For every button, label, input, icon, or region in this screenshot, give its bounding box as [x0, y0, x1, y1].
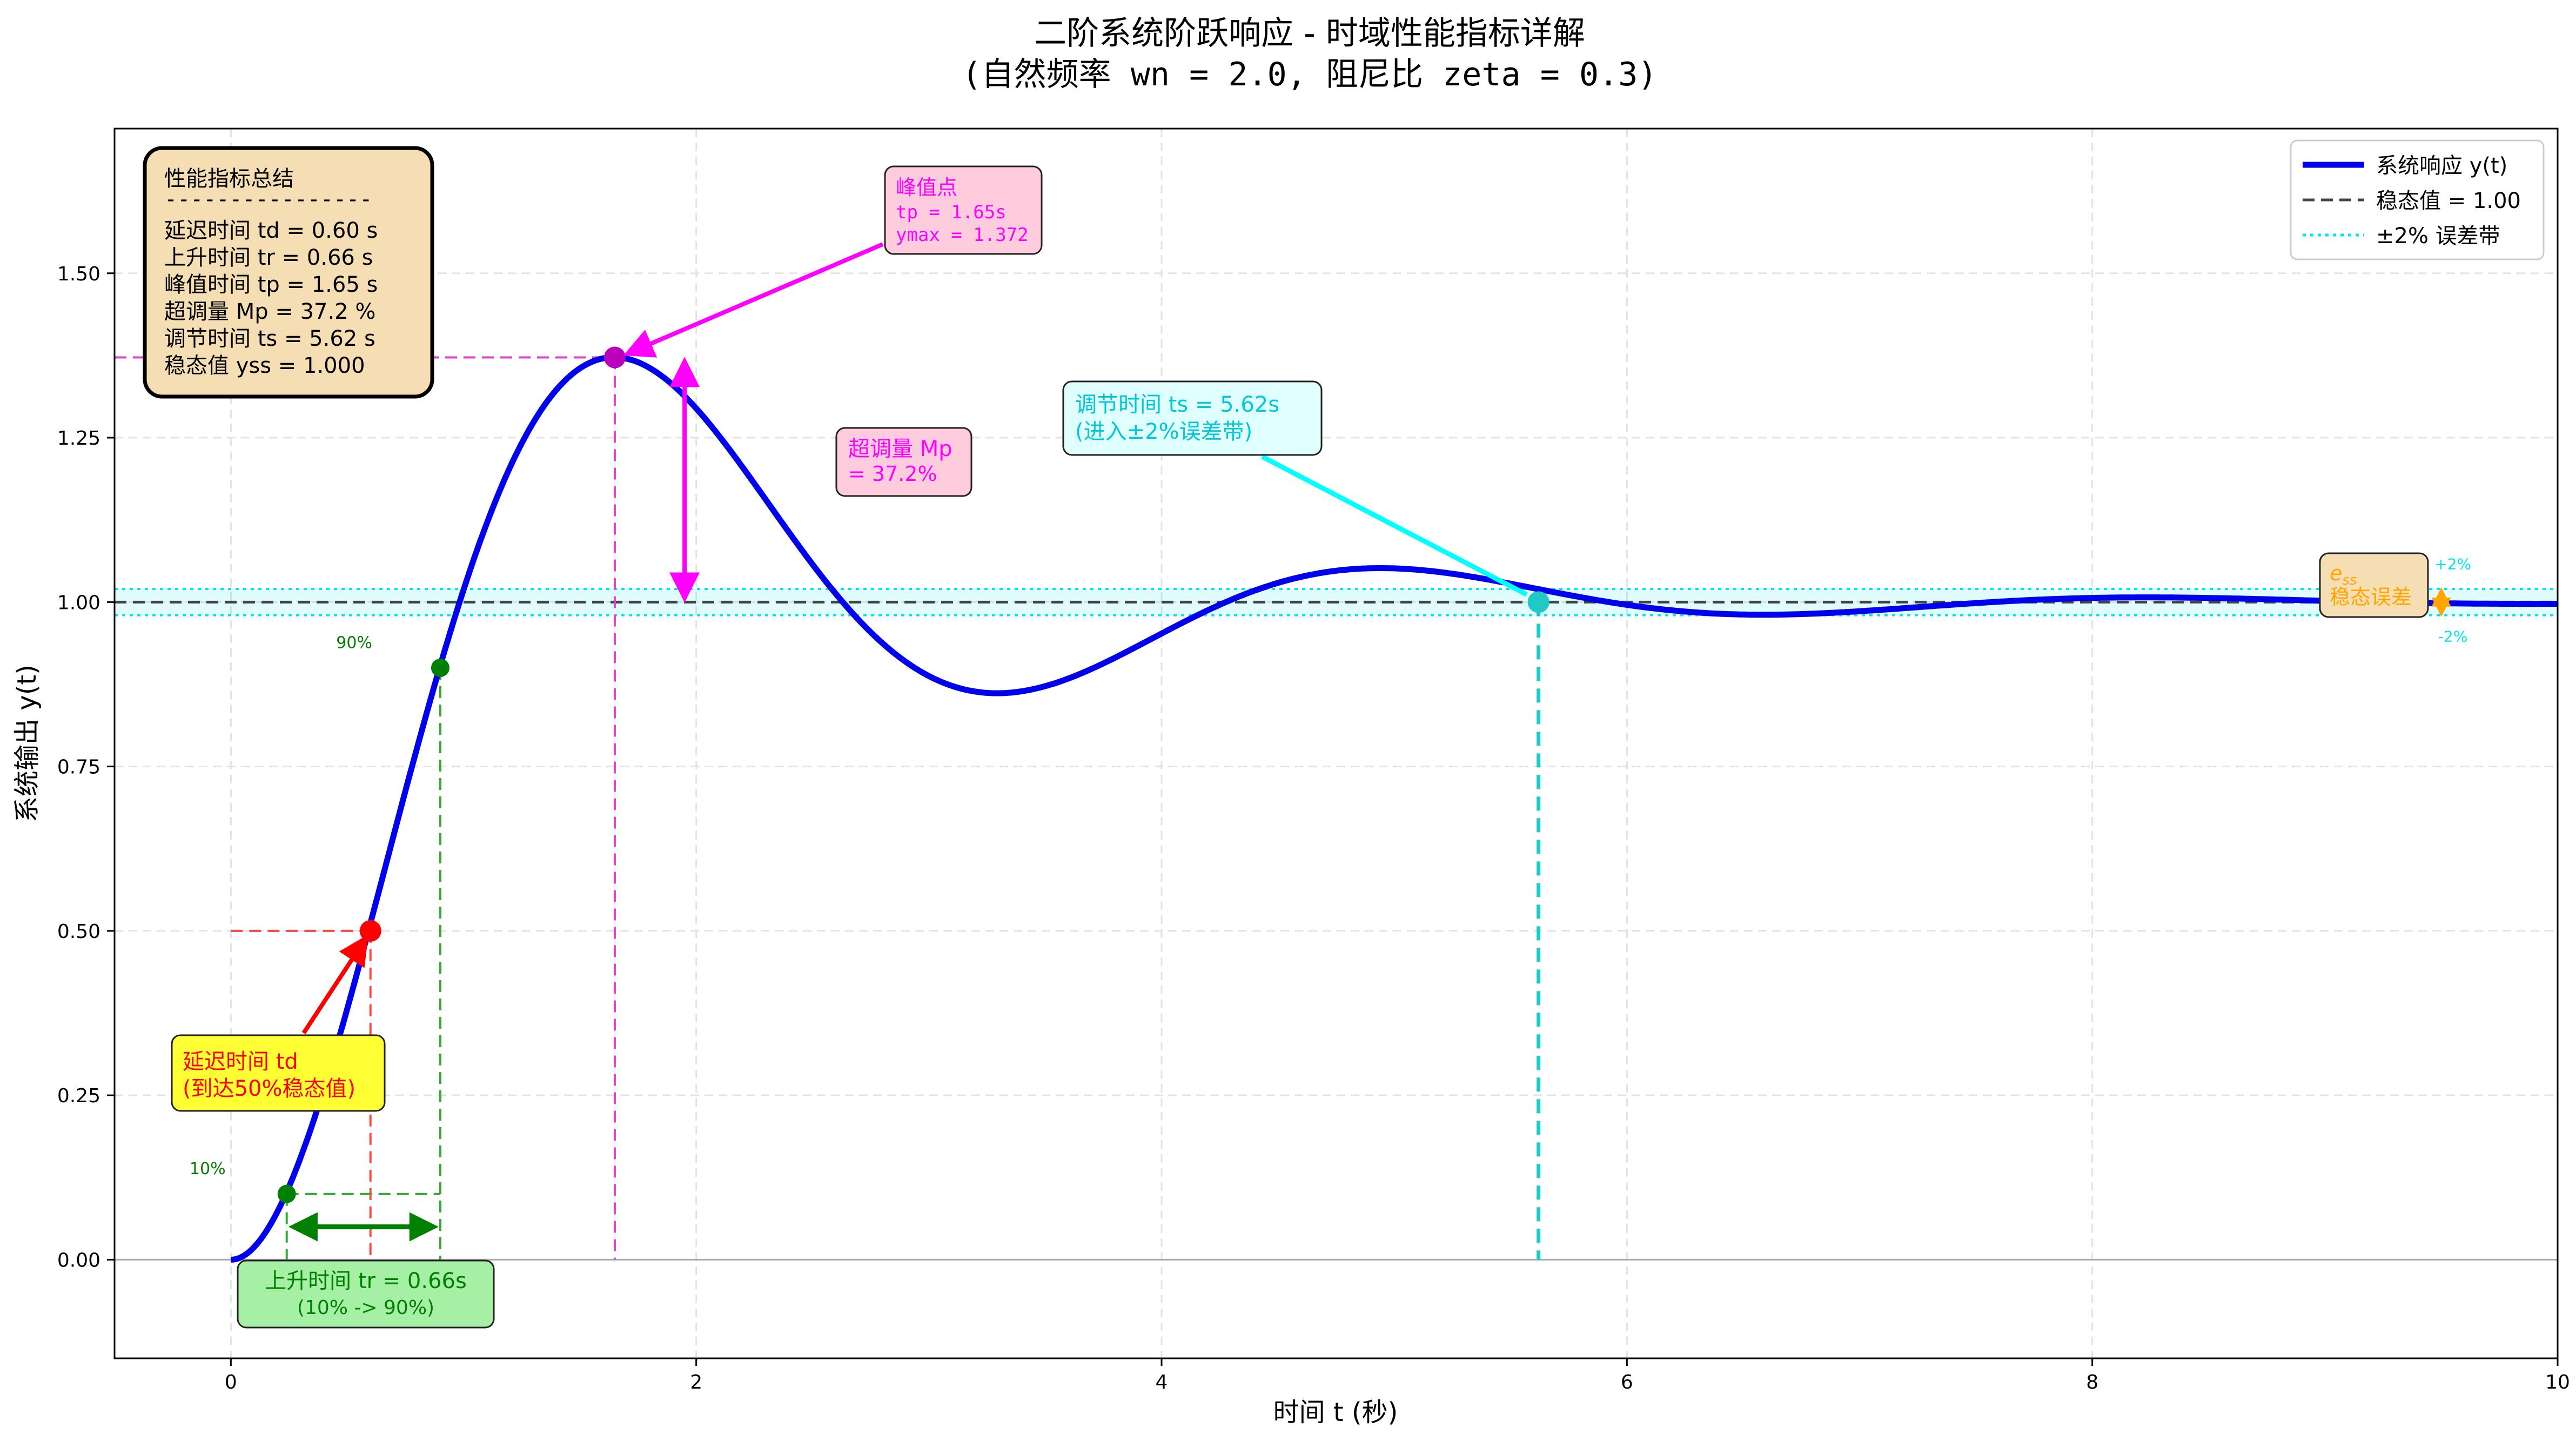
y-tick-label: 1.25	[57, 427, 100, 450]
settling-label-2: (进入±2%误差带)	[1075, 419, 1252, 444]
legend: 系统响应 y(t) 稳态值 = 1.00 ±2% 误差带	[2290, 139, 2545, 260]
settling-label-1: 调节时间 ts = 5.62s	[1075, 392, 1279, 417]
key-points	[277, 346, 1549, 1203]
y-tick-label: 0.00	[57, 1249, 100, 1271]
delay-label-1: 延迟时间 td	[183, 1049, 298, 1074]
plot-area	[115, 129, 2558, 1358]
summary-line-td: 延迟时间 td = 0.60 s	[164, 218, 378, 243]
peak-point	[603, 346, 626, 368]
delay-point	[359, 920, 381, 942]
annotations: 10% 90% 上升时间 tr = 0.66s (10% -> 90%) 延迟时间 td…	[171, 165, 2471, 1329]
x-tick-label: 10	[2545, 1371, 2570, 1393]
y-axis: 0.00 0.25 0.50 0.75 1.00 1.25 1.50	[57, 263, 115, 1271]
summary-line-tp: 峰值时间 tp = 1.65 s	[164, 272, 378, 297]
minus-2-label: -2%	[2438, 627, 2468, 645]
delay-label-2: (到达50%稳态值)	[183, 1076, 355, 1101]
delay-arrow	[301, 934, 368, 1035]
label-10-percent: 10%	[190, 1159, 226, 1178]
overshoot-label-1: 超调量 Mp	[848, 437, 952, 461]
y-tick-label: 0.50	[57, 921, 100, 943]
rise-time-box	[237, 1259, 495, 1329]
plot-frame	[113, 128, 2559, 1359]
overshoot-box	[835, 427, 972, 497]
y-tick-label: 0.25	[57, 1085, 100, 1107]
ess-box	[2319, 552, 2429, 618]
delay-box	[171, 1034, 386, 1112]
ess-subscript: ss	[2342, 572, 2357, 588]
x-tick-label: 8	[2086, 1371, 2098, 1393]
peak-label-1: 峰值点	[896, 176, 957, 199]
summary-line-tr: 上升时间 tr = 0.66 s	[164, 245, 373, 270]
peak-label-2: tp = 1.65s	[896, 202, 1007, 223]
x-tick-label: 6	[1621, 1371, 1633, 1393]
settling-point	[1527, 591, 1549, 613]
rise-90-point	[431, 659, 450, 678]
peak-label-3: ymax = 1.372	[896, 224, 1029, 246]
summary-line-mp: 超调量 Mp = 37.2 %	[164, 299, 375, 324]
settling-box	[1062, 380, 1323, 456]
x-tick-label: 4	[1156, 1371, 1168, 1393]
overshoot-label-2: = 37.2%	[848, 462, 937, 486]
y-tick-label: 0.75	[57, 756, 100, 779]
summary-line-ts: 调节时间 ts = 5.62 s	[164, 326, 375, 351]
chart-title: 二阶系统阶跃响应 - 时域性能指标详解	[1034, 15, 1585, 52]
x-tick-label: 2	[690, 1371, 702, 1393]
chart-subtitle: (自然频率 wn = 2.0, 阻尼比 zeta = 0.3)	[962, 56, 1658, 93]
y-axis-label: 系统输出 y(t)	[12, 665, 42, 822]
ess-text: 稳态误差	[2330, 585, 2412, 609]
plus-2-label: +2%	[2434, 555, 2471, 573]
summary-rule: ----------------	[164, 187, 372, 212]
legend-label-response: 系统响应 y(t)	[2376, 153, 2507, 178]
summary-line-yss: 稳态值 yss = 1.000	[164, 353, 365, 378]
label-90-percent: 90%	[336, 634, 372, 653]
summary-title: 性能指标总结	[164, 166, 294, 191]
y-tick-label: 1.50	[57, 263, 100, 285]
peak-box	[884, 165, 1043, 255]
rise-10-point	[277, 1184, 296, 1203]
x-tick-label: 0	[225, 1371, 237, 1393]
peak-arrow	[623, 242, 884, 358]
legend-label-steady: 稳态值 = 1.00	[2376, 189, 2521, 213]
rise-time-label-1: 上升时间 tr = 0.66s	[265, 1269, 467, 1293]
y-tick-label: 1.00	[57, 592, 100, 614]
rise-time-label-2: (10% -> 90%)	[297, 1297, 434, 1319]
summary-box: 性能指标总结 ---------------- 延迟时间 td = 0.60 s…	[143, 146, 434, 399]
x-axis-label: 时间 t (秒)	[1273, 1397, 1398, 1427]
settling-arrow	[1260, 454, 1528, 597]
x-axis: 0 2 4 6 8 10	[225, 1358, 2570, 1393]
legend-label-band: ±2% 误差带	[2376, 224, 2500, 249]
reference-lines	[115, 587, 2558, 1261]
